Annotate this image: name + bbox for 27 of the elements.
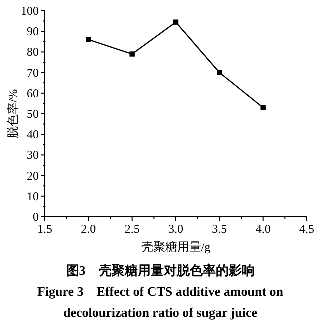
x-tick-label: 3.5 (212, 222, 228, 236)
point (130, 52, 135, 57)
x-tick-label: 2.0 (81, 222, 96, 236)
x-tick-label: 4.0 (256, 222, 271, 236)
x-tick-label: 1.5 (38, 222, 52, 236)
y-tick-label: 100 (21, 4, 39, 18)
point (217, 70, 222, 76)
y-tick-label: 10 (27, 189, 39, 204)
y-tick-label: 70 (27, 66, 39, 80)
point (86, 37, 92, 42)
caption: 图3 壳聚糖用量对脱色率的影响 (66, 263, 255, 278)
y-tick-label: 50 (27, 107, 39, 121)
point (260, 105, 266, 110)
y-tick-label: 60 (27, 86, 39, 100)
y-tick-label: 80 (27, 45, 39, 60)
y-tick-label: 0 (33, 210, 39, 224)
y-tick-label: 90 (27, 24, 39, 39)
point (173, 20, 179, 25)
y-axis-title: 脱色率/% (6, 89, 20, 139)
x-axis-title: 壳聚糖用量/g (141, 240, 211, 254)
x-tick-label: 3.0 (168, 222, 184, 236)
y-tick-label: 30 (27, 148, 39, 162)
x-tick-label: 2.5 (124, 222, 140, 236)
x-tick-label: 4.5 (300, 222, 314, 236)
y-tick-label: 40 (27, 128, 39, 142)
caption: Figure 3 Effect of CTS additive amount on decolourization ratio of sugar juice (37, 284, 284, 320)
y-tick-label: 20 (27, 168, 39, 183)
